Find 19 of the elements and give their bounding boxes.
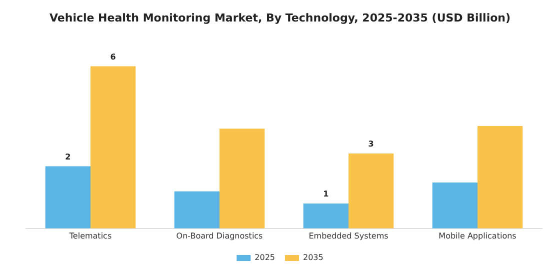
chart-title: Vehicle Health Monitoring Market, By Technology, 2025-2035 (USD Billion) (49, 11, 511, 24)
data-label: 2 (65, 152, 71, 162)
bar (478, 126, 523, 228)
bar (348, 154, 394, 228)
data-label: 6 (110, 52, 116, 62)
x-tick-label: Embedded Systems (308, 231, 388, 240)
bar (45, 166, 90, 228)
legend-label: 2025 (254, 253, 275, 262)
bar (220, 128, 265, 228)
data-label: 3 (368, 140, 374, 149)
bar (303, 204, 348, 228)
bar (90, 66, 136, 228)
legend-label: 2035 (303, 253, 324, 262)
data-label: 1 (323, 190, 330, 199)
x-tick-label: On-Board Diagnostics (176, 231, 263, 240)
bar (432, 182, 478, 228)
x-tick-label: Telematics (68, 231, 112, 240)
bar (174, 191, 220, 228)
x-tick-label: Mobile Applications (438, 231, 516, 240)
